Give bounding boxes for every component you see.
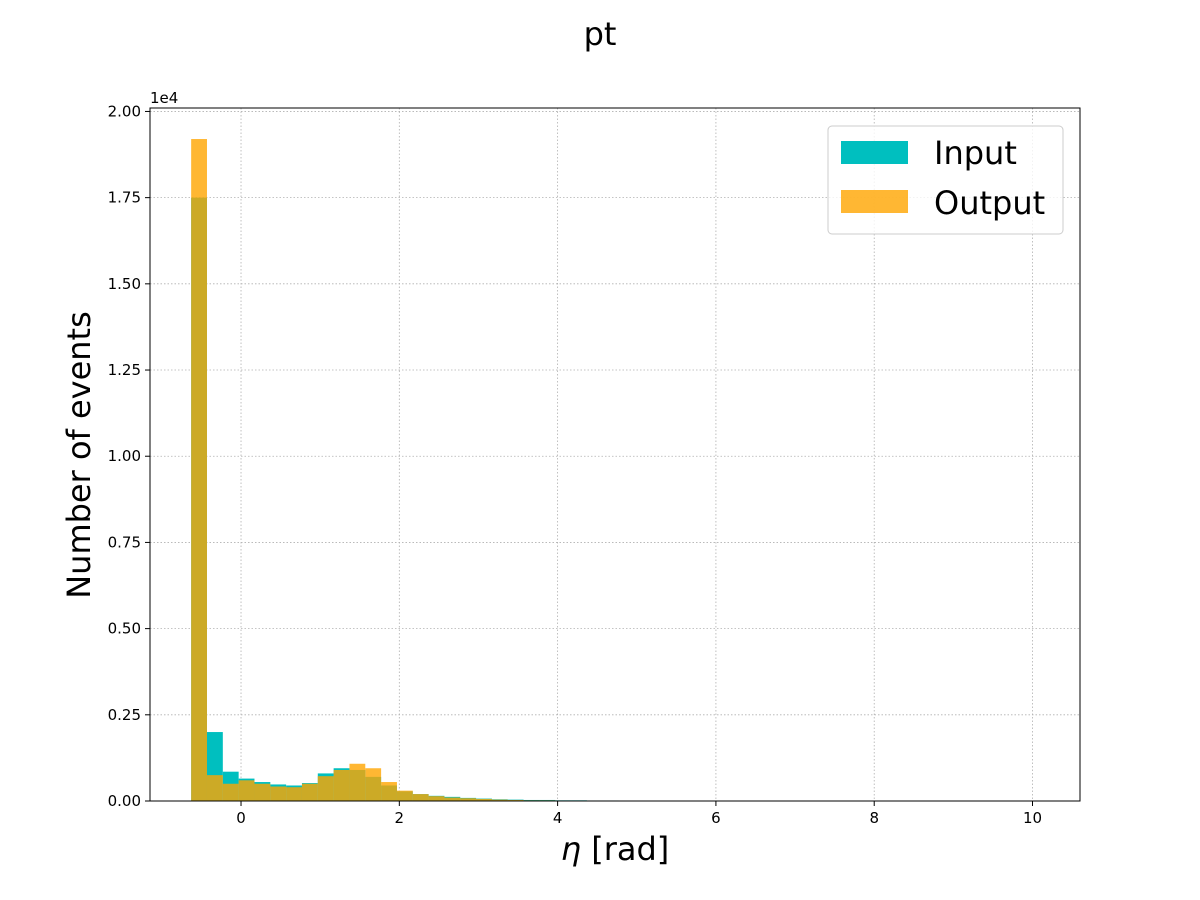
plot-frame	[149, 107, 1081, 802]
bar-output-6	[286, 787, 302, 801]
bar-output-10	[349, 763, 366, 801]
bar-output-8	[317, 776, 334, 801]
y-offset-label: 1e4	[150, 89, 178, 107]
y-tick-label-0: 0.00	[108, 792, 141, 810]
series-input	[191, 197, 1046, 801]
y-tick-label-4: 1.00	[108, 447, 141, 465]
bar-output-4	[254, 783, 271, 801]
x-axis-symbol: η	[561, 830, 581, 868]
y-tick-label-2: 0.50	[108, 620, 141, 638]
y-tick-label-5: 1.25	[108, 361, 141, 379]
bar-output-7	[301, 783, 318, 801]
bar-output-12	[381, 782, 397, 801]
x-axis-unit: [rad]	[581, 830, 669, 868]
legend-label-output: Output	[934, 184, 1045, 222]
y-axis-ticks: 0.00 0.25 0.50 0.75 1.00 1.25 1.50 1.75 2.00	[108, 102, 150, 810]
bar-output-3	[238, 780, 255, 801]
y-tick-label-7: 1.75	[108, 189, 141, 207]
bar-output-20	[507, 799, 524, 801]
bar-output-0	[191, 139, 207, 801]
bar-output-16	[444, 797, 461, 801]
y-axis-label: Number of events	[60, 311, 98, 599]
legend-label-input: Input	[934, 134, 1017, 172]
y-tick-label-1: 0.25	[108, 706, 141, 724]
chart-title: pt	[584, 15, 617, 53]
bar-output-1	[206, 775, 223, 801]
x-axis-label: η [rad]	[561, 830, 670, 868]
bar-output-9	[333, 769, 350, 801]
bar-output-15	[428, 796, 445, 801]
x-tick-label-3: 6	[711, 809, 721, 827]
y-tick-label-3: 0.75	[108, 533, 141, 551]
y-tick-label-8: 2.00	[108, 102, 141, 120]
bar-output-5	[270, 786, 287, 801]
x-tick-label-4: 8	[869, 809, 879, 827]
series-output	[191, 139, 1046, 801]
bar-output-18	[476, 798, 492, 801]
x-tick-label-0: 0	[236, 809, 246, 827]
x-tick-label-1: 2	[395, 809, 405, 827]
x-axis-ticks: 0 2 4 6 8 10	[236, 801, 1042, 827]
legend-swatch-output	[841, 190, 908, 213]
legend: Input Output	[827, 125, 1064, 235]
bar-output-11	[365, 768, 382, 801]
x-tick-label-2: 4	[553, 809, 563, 827]
x-tick-label-5: 10	[1023, 809, 1042, 827]
bar-output-2	[222, 783, 239, 801]
y-tick-label-6: 1.50	[108, 275, 141, 293]
bar-output-14	[412, 794, 429, 801]
histogram-bars	[191, 139, 1046, 801]
bar-output-19	[491, 799, 508, 801]
bar-output-17	[460, 798, 477, 801]
legend-swatch-input	[841, 141, 908, 164]
bar-output-13	[396, 790, 413, 801]
